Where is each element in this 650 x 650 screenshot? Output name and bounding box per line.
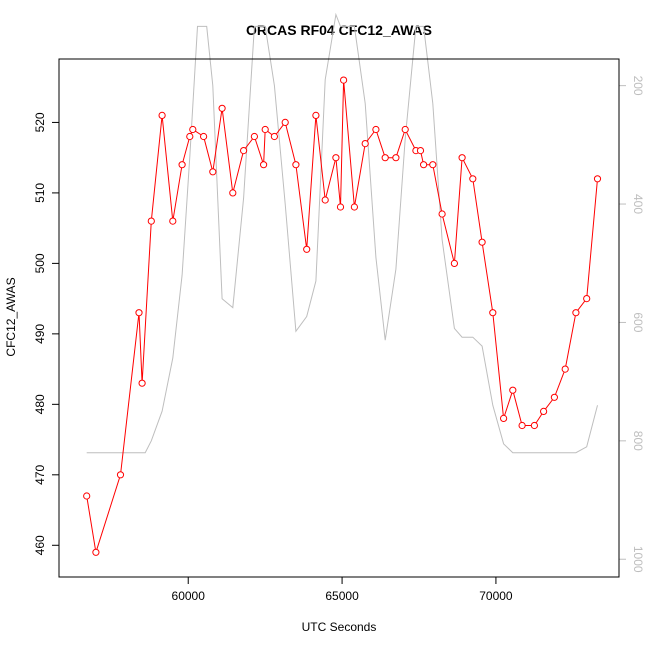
data-point [250, 132, 258, 141]
data-point [332, 154, 340, 162]
data-point [83, 492, 91, 500]
data-point [116, 471, 125, 479]
y-axis-label: CFC12_AWAS [4, 277, 18, 356]
y-tick-label: 490 [33, 324, 47, 344]
data-point [312, 111, 320, 120]
data-point [518, 421, 526, 430]
x-tick-label: 60000 [172, 589, 206, 603]
data-point [540, 407, 548, 415]
data-point [561, 365, 569, 373]
data-point [478, 238, 486, 246]
y2-tick-label: 1000 [631, 546, 645, 573]
y-tick-label: 520 [33, 112, 47, 132]
data-point [420, 161, 428, 169]
data-point [260, 161, 268, 169]
data-point [92, 548, 100, 556]
data-point [392, 154, 400, 162]
data-point [186, 132, 194, 141]
data-point [147, 217, 155, 225]
data-point [189, 125, 197, 134]
data-point [350, 203, 358, 211]
series-line-left [86, 80, 598, 553]
data-point [135, 309, 143, 317]
data-point [572, 309, 580, 317]
y2-tick-label: 800 [631, 431, 645, 451]
data-point [593, 175, 602, 183]
data-point [281, 118, 289, 127]
data-point [270, 132, 278, 141]
data-point [458, 154, 466, 162]
data-point [401, 125, 409, 134]
data-point [372, 125, 380, 134]
y2-tick-label: 400 [631, 194, 645, 214]
y2-tick-label: 600 [631, 312, 645, 332]
data-point [209, 168, 217, 176]
x-tick-label: 70000 [479, 589, 513, 603]
data-point [489, 309, 497, 317]
data-point [361, 140, 369, 148]
data-point [158, 111, 166, 120]
data-point [336, 203, 345, 211]
data-point [429, 161, 437, 169]
data-point [340, 76, 348, 84]
data-point [450, 259, 458, 267]
data-point [381, 154, 389, 162]
data-point [416, 147, 425, 155]
data-point [261, 125, 269, 134]
y2-tick-label: 200 [631, 76, 645, 96]
data-point [229, 189, 237, 197]
x-tick-label: 65000 [325, 589, 359, 603]
data-point [321, 196, 329, 204]
y-tick-label: 470 [33, 464, 47, 484]
y-tick-label: 510 [33, 183, 47, 203]
data-point [292, 161, 300, 169]
series-line-right [86, 12, 598, 454]
y-tick-label: 480 [33, 394, 47, 414]
data-point [240, 147, 248, 155]
chart-title: ORCAS RF04 CFC12_AWAS [246, 22, 432, 38]
data-point [218, 104, 226, 112]
data-point [550, 393, 559, 401]
y-tick-label: 460 [33, 535, 47, 555]
data-point [169, 217, 177, 225]
data-point [583, 295, 591, 303]
x-axis-label: UTC Seconds [302, 620, 377, 634]
data-point [303, 245, 311, 253]
data-point [178, 161, 186, 169]
data-point [530, 421, 539, 430]
data-point [438, 210, 446, 218]
data-point [469, 175, 477, 183]
data-point [200, 132, 208, 141]
plot-frame [58, 58, 620, 578]
data-point [509, 386, 517, 394]
data-point [138, 379, 146, 387]
y-tick-label: 500 [33, 253, 47, 273]
data-point [500, 414, 508, 422]
